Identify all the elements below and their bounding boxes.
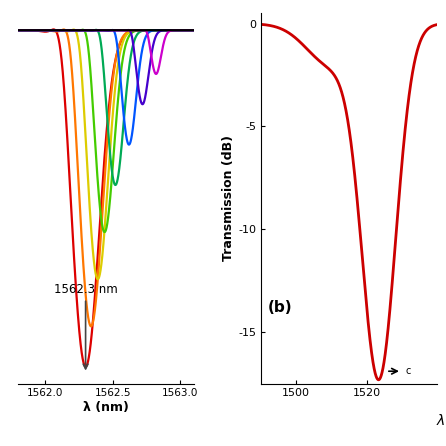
- Text: 1562.3 nm: 1562.3 nm: [54, 283, 117, 369]
- Y-axis label: Transmission (dB): Transmission (dB): [222, 136, 235, 261]
- X-axis label: λ (nm): λ (nm): [83, 401, 129, 414]
- Text: (b): (b): [268, 300, 293, 314]
- Text: $\lambda$: $\lambda$: [437, 413, 446, 428]
- Text: c: c: [405, 366, 411, 376]
